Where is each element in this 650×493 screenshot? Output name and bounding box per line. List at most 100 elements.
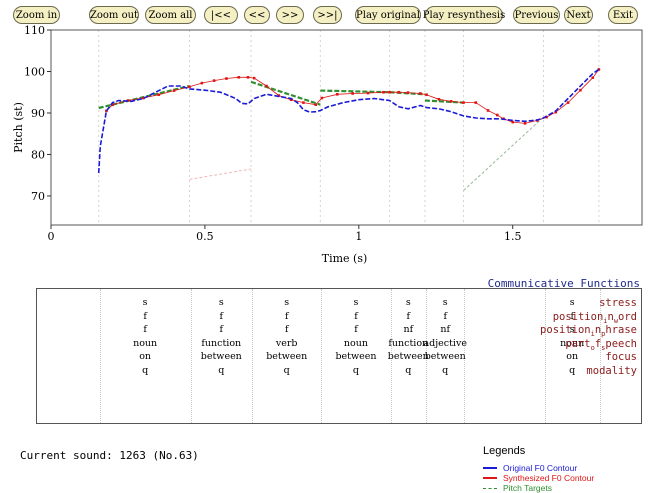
cf-boundary-line: [390, 289, 392, 423]
cf-cell: f: [406, 310, 411, 322]
cf-cell: f: [219, 310, 224, 322]
cf-cell: s: [284, 297, 290, 308]
synthesized-f0-point: [419, 92, 422, 95]
cf-cell: function: [201, 337, 242, 349]
exit-button[interactable]: Exit: [608, 6, 638, 24]
faint-line: [189, 168, 252, 180]
synthesized-f0-point: [406, 91, 410, 94]
synthesized-f0-point: [314, 103, 318, 106]
cf-cell: s: [142, 297, 148, 308]
y-tick-label: 110: [24, 24, 45, 37]
go-to-start-button[interactable]: |<<: [204, 6, 238, 24]
previous-button[interactable]: Previous: [513, 6, 560, 24]
synthesized-f0-point: [111, 103, 114, 106]
next-button[interactable]: Next: [564, 6, 593, 24]
y-axis-label: Pitch (st): [12, 102, 25, 153]
synthesized-f0-point: [397, 90, 401, 94]
synthesized-f0-point: [523, 122, 527, 125]
go-to-end-button[interactable]: >>|: [313, 6, 342, 24]
cf-cell: s: [569, 324, 575, 335]
cf-cell: s: [353, 297, 359, 308]
pitch-target-segment: [250, 80, 321, 106]
cf-cell: q: [442, 364, 449, 376]
cf-cell: nf: [403, 324, 414, 335]
current-sound-label: Current sound: 1263 (No.63): [20, 449, 199, 462]
x-tick-label: 0: [48, 230, 55, 243]
original-f0-line: [97, 68, 600, 174]
pitch-chart[interactable]: 70 80 90 100 110 0 0.5 1 1.5 Time (s) Pitch (st): [0, 22, 650, 267]
zoom-out-button[interactable]: Zoom out: [89, 6, 139, 24]
step-back-button[interactable]: <<: [244, 6, 270, 24]
synthesized-f0-point: [437, 97, 441, 101]
legend-title: Legends: [483, 445, 526, 457]
cf-row-label: focus: [605, 351, 637, 363]
legend-swatch: [483, 467, 497, 469]
synthesized-f0-series: [105, 68, 601, 125]
synthesized-f0-point: [449, 100, 453, 103]
synthesized-f0-point: [511, 120, 515, 124]
cf-cell: between: [200, 351, 242, 362]
synthesized-f0-point: [579, 88, 582, 92]
play-resynthesis-button[interactable]: Play resynthesis: [423, 6, 505, 24]
communicative-functions-title: Communicative Functions: [487, 277, 640, 290]
synthesized-f0-point: [597, 68, 601, 71]
cf-cell: nf: [440, 324, 451, 335]
step-forward-button[interactable]: >>: [276, 6, 304, 24]
synthesized-f0-point: [212, 79, 216, 82]
cf-boundary-line: [99, 289, 101, 423]
legend-item: Synthesized F0 Contour: [483, 473, 643, 483]
synthesized-f0-point: [462, 101, 465, 104]
synthesized-f0-point: [554, 110, 558, 114]
synthesized-f0-point: [172, 89, 176, 92]
legend-label: Synthesized F0 Contour: [503, 473, 595, 483]
cf-cell: s: [569, 297, 575, 308]
cf-cell: verb: [275, 337, 298, 349]
synthesized-f0-point: [474, 101, 478, 104]
synthesized-f0-point: [252, 76, 256, 80]
legend-swatch: [483, 487, 497, 489]
cf-boundary-line: [425, 289, 427, 423]
synthesized-f0-point: [277, 94, 281, 97]
faint-line: [463, 116, 544, 191]
x-axis-label: Time (s): [322, 252, 368, 265]
cf-cell: s: [442, 297, 448, 308]
legend-swatch: [483, 477, 497, 479]
synthesized-f0-point: [302, 101, 305, 104]
cf-cell: f: [143, 324, 147, 335]
synthesized-f0-point: [382, 90, 385, 94]
cf-boundary-line: [190, 289, 192, 423]
y-tick-label: 70: [31, 190, 45, 203]
synthesized-f0-point: [289, 98, 293, 102]
x-tick-label: 1: [355, 230, 362, 243]
legend-item: Pitch Targets: [483, 483, 643, 493]
original-f0-series: [97, 68, 600, 174]
cf-cell: f: [354, 310, 358, 322]
synthesized-f0-point: [486, 109, 490, 112]
cf-row-label: stress: [599, 297, 637, 309]
synthesized-f0-line: [106, 69, 600, 124]
synthesized-f0-point: [237, 75, 241, 79]
synthesized-f0-point: [335, 93, 339, 96]
plot-area: [51, 30, 642, 225]
synthesized-f0-point: [366, 91, 370, 95]
cf-cell: f: [284, 310, 289, 322]
zoom-in-button[interactable]: Zoom in: [13, 6, 60, 24]
legend-label: Original F0 Contour: [503, 463, 578, 473]
plot-frame: [50, 29, 643, 226]
synthesized-f0-point: [425, 93, 428, 97]
x-tick-label: 1.5: [504, 230, 522, 243]
synthesized-f0-point: [157, 93, 161, 97]
cf-boundary-line: [544, 289, 546, 423]
cf-cell: q: [218, 364, 225, 376]
legend: Legends Original F0 Contour Synthesized F…: [483, 445, 643, 493]
play-original-button[interactable]: Play original: [355, 6, 421, 24]
cf-boundary-line: [599, 289, 601, 423]
zoom-all-button[interactable]: Zoom all: [145, 6, 196, 24]
communicative-functions-panel: s f f noun on q s f f function between q s f f verb betw…: [36, 288, 642, 424]
synthesized-f0-point: [105, 109, 108, 113]
cf-cell: function: [388, 337, 429, 349]
cf-row-label: positioninword: [552, 310, 637, 325]
y-tick-label: 90: [31, 107, 45, 120]
synthesized-f0-point: [188, 85, 191, 89]
synthesized-f0-point: [265, 84, 268, 88]
